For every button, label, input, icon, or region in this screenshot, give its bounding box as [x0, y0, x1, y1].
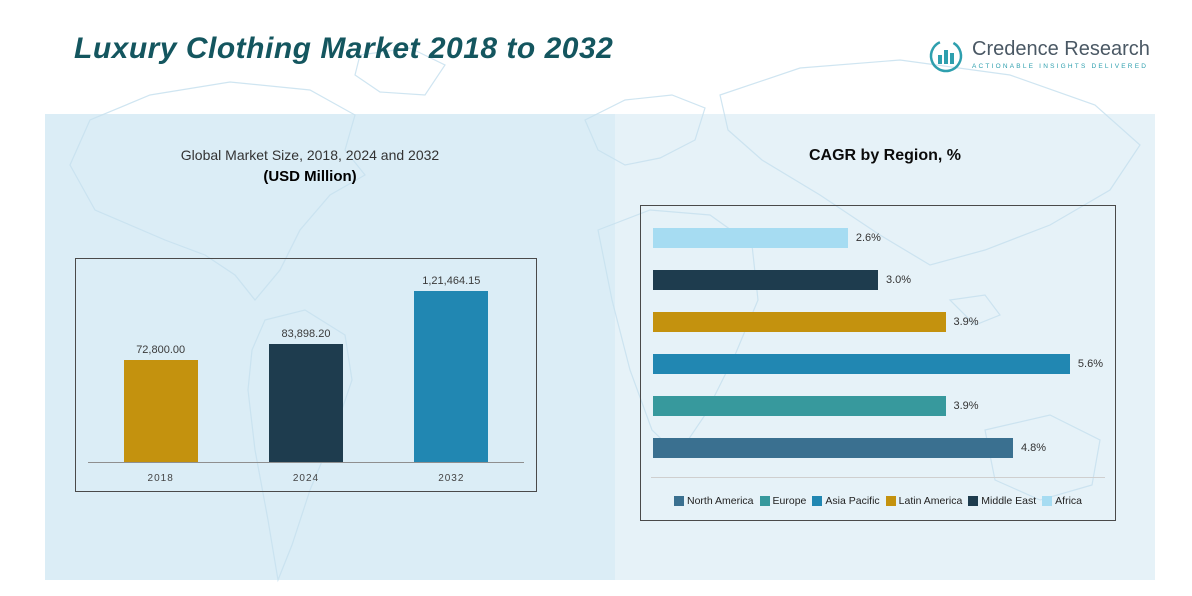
category-label-2032: 2032 — [438, 473, 465, 484]
legend-swatch — [812, 496, 823, 506]
bar-middle-east — [653, 270, 878, 290]
cagr-legend: North America Europe Asia Pacific Latin Ame… — [645, 495, 1111, 507]
page-title: Luxury Clothing Market 2018 to 2032 — [74, 32, 614, 65]
bar-latin-america — [653, 312, 946, 332]
category-label-2024: 2024 — [292, 473, 320, 484]
legend-label: Middle East — [981, 495, 1037, 507]
bar-2032 — [414, 291, 489, 462]
market-size-title: Global Market Size, 2018, 2024 and 2032 — [180, 147, 440, 163]
bar-north-america — [653, 438, 1013, 458]
bar-value-label: 1,21,464.15 — [422, 275, 481, 288]
bar-value-label: 3.0% — [886, 274, 912, 286]
legend-swatch — [885, 496, 896, 506]
legend-swatch — [1042, 496, 1053, 506]
bar-value-label: 83,898.20 — [281, 328, 331, 340]
market-size-plot: 72,800.00 83,898.20 1,21,464.15 — [88, 265, 524, 463]
category-label-2018: 2018 — [147, 473, 174, 484]
cagr-row-africa: 2.6% — [653, 228, 1103, 248]
brand-logo: Credence Research Actionable Insights De… — [928, 38, 1150, 74]
bar-2024 — [268, 344, 343, 462]
bar-2018 — [123, 359, 198, 462]
legend-label: Europe — [772, 495, 807, 507]
market-size-chart: 72,800.00 83,898.20 1,21,464.15 2018 2024 20… — [75, 258, 537, 492]
bar-asia-pacific — [653, 354, 1070, 374]
legend-label: North America — [687, 495, 754, 507]
cagr-row-north-america: 4.8% — [653, 438, 1103, 458]
legend-item-europe: Europe — [759, 495, 807, 507]
market-size-categories: 2018 2024 2032 — [88, 473, 524, 484]
legend-label: Africa — [1055, 495, 1082, 507]
legend-item-africa: Africa — [1042, 495, 1082, 507]
brand-text: Credence Research Actionable Insights De… — [972, 38, 1150, 70]
bar-value-label: 5.6% — [1077, 358, 1103, 370]
cagr-chart: 2.6% 3.0% 3.9% 5.6% 3.9% 4.8% North America Eu… — [640, 205, 1116, 521]
cagr-row-latin-america: 3.9% — [653, 312, 1103, 332]
legend-label: Latin America — [898, 495, 963, 507]
market-size-subtitle: (USD Million) — [263, 168, 357, 185]
bar-chart-logo-icon — [929, 39, 963, 73]
legend-separator — [651, 477, 1105, 478]
legend-item-middle-east: Middle East — [968, 495, 1036, 507]
brand-tagline: Actionable Insights Delivered — [972, 63, 1149, 70]
legend-label: Asia Pacific — [825, 495, 880, 507]
legend-swatch — [674, 496, 684, 506]
bar-europe — [653, 396, 946, 416]
bar-group-2018: 72,800.00 — [89, 265, 233, 462]
cagr-row-asia-pacific: 5.6% — [653, 354, 1103, 374]
bar-group-2024: 83,898.20 — [234, 265, 378, 462]
bar-value-label: 3.9% — [953, 316, 979, 328]
brand-name: Credence Research — [972, 38, 1150, 60]
legend-swatch — [968, 496, 979, 506]
bar-value-label: 4.8% — [1021, 442, 1047, 454]
bar-value-label: 72,800.00 — [136, 343, 186, 356]
bar-africa — [653, 228, 848, 248]
cagr-row-middle-east: 3.0% — [653, 270, 1103, 290]
legend-item-asia-pacific: Asia Pacific — [812, 495, 880, 507]
bar-value-label: 2.6% — [855, 232, 881, 244]
legend-swatch — [759, 496, 770, 506]
cagr-row-europe: 3.9% — [653, 396, 1103, 416]
bar-value-label: 3.9% — [953, 400, 979, 412]
legend-item-north-america: North America — [674, 495, 754, 507]
bar-group-2032: 1,21,464.15 — [379, 265, 523, 462]
cagr-title: CAGR by Region, % — [808, 147, 961, 164]
cagr-bars: 2.6% 3.0% 3.9% 5.6% 3.9% 4.8% — [653, 228, 1103, 458]
legend-item-latin-america: Latin America — [885, 495, 963, 507]
